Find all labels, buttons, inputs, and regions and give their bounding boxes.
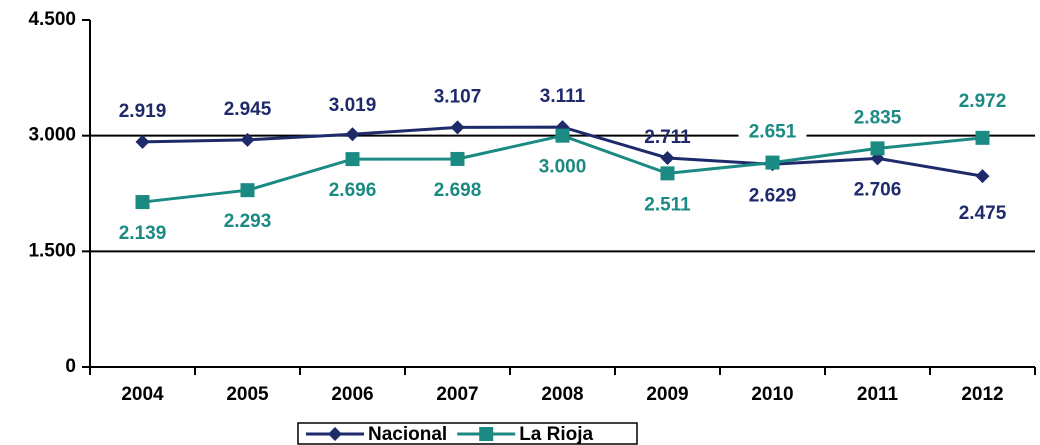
marker	[240, 132, 255, 147]
marker	[870, 141, 885, 156]
data-label: 2.698	[434, 180, 482, 201]
marker	[975, 130, 990, 145]
x-tick-label: 2008	[541, 384, 583, 405]
data-label: 2.511	[644, 194, 691, 215]
data-label: 2.972	[959, 91, 1007, 112]
data-label: 2.835	[854, 107, 902, 128]
x-tick-label: 2009	[646, 384, 688, 405]
marker	[135, 195, 150, 210]
data-label: 2.139	[119, 223, 167, 244]
legend: Nacional La Rioja	[297, 422, 638, 445]
legend-marker	[479, 427, 494, 441]
x-tick-label: 2011	[857, 384, 899, 405]
data-label: 2.293	[224, 211, 272, 232]
data-label: 2.945	[224, 99, 272, 120]
data-label: 2.706	[854, 179, 902, 200]
legend-marker	[328, 427, 342, 441]
data-label: 3.019	[329, 95, 377, 116]
x-tick-label: 2010	[751, 384, 793, 405]
marker	[345, 152, 360, 167]
marker	[135, 134, 150, 149]
marker	[450, 120, 465, 135]
data-label: 3.000	[539, 157, 587, 178]
marker	[555, 128, 570, 143]
marker	[345, 127, 360, 142]
data-label: 2.696	[329, 180, 377, 201]
marker	[240, 183, 255, 198]
label-bg	[738, 120, 807, 145]
marker	[975, 169, 990, 184]
data-label: 2.711	[644, 127, 691, 148]
legend-label: La Rioja	[519, 424, 593, 445]
data-label: 2.919	[119, 101, 167, 122]
x-tick-label: 2004	[121, 384, 164, 405]
data-label: 3.107	[434, 86, 482, 107]
marker	[660, 150, 675, 165]
y-tick-label: 3.000	[28, 125, 76, 146]
x-tick-label: 2006	[331, 384, 373, 405]
data-label: 3.111	[540, 86, 586, 107]
x-tick-label: 2012	[961, 384, 1003, 405]
data-label: 2.475	[959, 203, 1007, 224]
y-tick-label: 0	[65, 356, 76, 377]
data-label: 2.629	[749, 185, 797, 206]
marker	[660, 166, 675, 181]
marker	[450, 151, 465, 166]
x-tick-label: 2005	[226, 384, 269, 405]
data-label: 2.651	[749, 122, 797, 143]
y-tick-label: 4.500	[28, 9, 76, 30]
legend-label: Nacional	[368, 424, 447, 445]
y-tick-label: 1.500	[28, 240, 76, 261]
marker	[765, 155, 780, 170]
x-tick-label: 2007	[436, 384, 478, 405]
